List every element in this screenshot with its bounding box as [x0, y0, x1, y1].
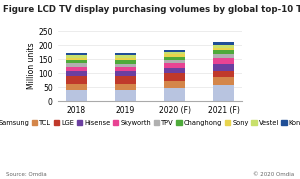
Bar	[164, 88, 185, 101]
Bar	[66, 58, 87, 60]
Text: Source: Omdia: Source: Omdia	[6, 172, 47, 177]
Bar	[164, 73, 185, 81]
Bar	[164, 81, 185, 88]
Bar	[66, 84, 87, 90]
Bar	[115, 90, 136, 101]
Bar	[66, 67, 87, 71]
Y-axis label: Million units: Million units	[26, 43, 35, 89]
Bar	[213, 85, 234, 101]
Text: Figure LCD TV display purchasing volumes by global top-10 TV maker: Figure LCD TV display purchasing volumes…	[3, 5, 300, 14]
Bar	[164, 57, 185, 60]
Bar	[213, 58, 234, 64]
Bar	[213, 42, 234, 45]
Text: © 2020 Omdia: © 2020 Omdia	[253, 172, 294, 177]
Bar	[164, 50, 185, 52]
Bar	[115, 53, 136, 55]
Bar	[66, 60, 87, 63]
Bar	[164, 60, 185, 63]
Bar	[213, 77, 234, 85]
Bar	[115, 58, 136, 60]
Bar	[66, 76, 87, 84]
Bar	[115, 71, 136, 76]
Bar	[66, 90, 87, 101]
Bar	[115, 55, 136, 58]
Bar	[115, 64, 136, 67]
Legend: Samsung, TCL, LGE, Hisense, Skyworth, TPV, Changhong, Sony, Vestel, Konka: Samsung, TCL, LGE, Hisense, Skyworth, TP…	[0, 120, 300, 126]
Bar	[115, 60, 136, 64]
Bar	[164, 54, 185, 57]
Bar	[66, 71, 87, 76]
Bar	[213, 50, 234, 54]
Bar	[66, 54, 87, 55]
Bar	[115, 84, 136, 90]
Bar	[115, 76, 136, 84]
Bar	[213, 71, 234, 77]
Bar	[213, 64, 234, 71]
Bar	[164, 63, 185, 68]
Bar	[66, 63, 87, 67]
Bar	[164, 52, 185, 54]
Bar	[213, 45, 234, 48]
Bar	[213, 48, 234, 50]
Bar	[66, 55, 87, 58]
Bar	[115, 67, 136, 71]
Bar	[213, 54, 234, 58]
Bar	[164, 68, 185, 73]
